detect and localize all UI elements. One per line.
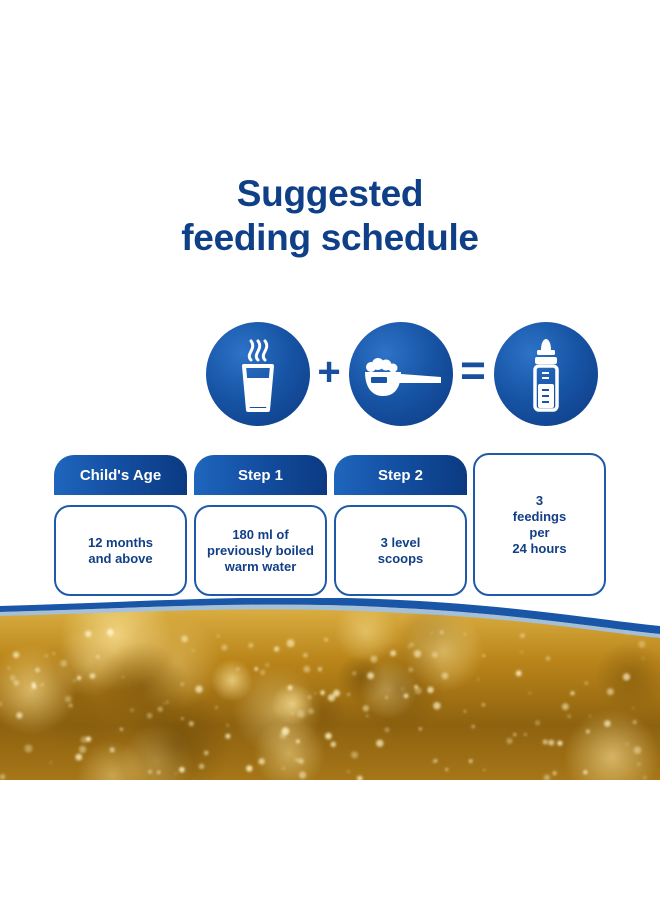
value-childs-age: 12 months and above [87,534,153,566]
header-step-1: Step 1 [194,455,327,495]
header-step-2: Step 2 [334,455,467,495]
formula-scoop-icon [349,322,453,426]
hot-water-glass-icon [206,322,310,426]
plus-operator: + [317,350,341,394]
card-childs-age: 12 months and above [54,505,187,596]
value-step-2: 3 level scoops [377,534,424,566]
value-feedings: 3 feedings per 24 hours [512,492,567,556]
card-step-2: 3 level scoops [334,505,467,596]
gold-bokeh-background [0,598,660,780]
card-step-1: 180 ml of previously boiled warm water [194,505,327,596]
header-childs-age: Child's Age [54,455,187,495]
baby-bottle-icon [494,322,598,426]
value-step-1: 180 ml of previously boiled warm water [207,526,314,574]
page-title: Suggested feeding schedule [0,172,660,260]
title-line-1: Suggested [236,173,424,214]
title-line-2: feeding schedule [181,217,479,258]
equals-operator: = [460,346,486,395]
card-feedings: 3 feedings per 24 hours [473,453,606,596]
